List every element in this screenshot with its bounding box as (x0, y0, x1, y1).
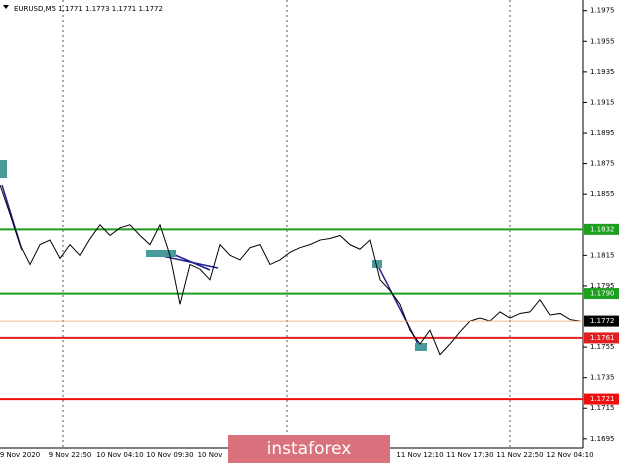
y-tick-label: 1.1895 (590, 129, 615, 137)
level-label-bg (584, 332, 619, 344)
title-icon (3, 5, 9, 9)
price-line (0, 184, 581, 356)
watermark-box (228, 435, 390, 463)
chart-title: EURUSD,M5 1.1771 1.1773 1.1771 1.1772 (14, 5, 163, 13)
y-tick-label: 1.1955 (590, 37, 615, 45)
signal-markers (0, 160, 427, 351)
x-tick-label: 10 Nov 04:10 (96, 451, 143, 459)
level-label-bg (584, 393, 619, 405)
y-tick-label: 1.1715 (590, 404, 615, 412)
x-tick-label: 11 Nov 17:30 (446, 451, 493, 459)
level-label-bg (584, 288, 619, 300)
y-tick-label: 1.1815 (590, 251, 615, 259)
y-tick-label: 1.1735 (590, 374, 615, 382)
x-tick-label: 9 Nov 2020 (0, 451, 40, 459)
y-tick-label: 1.1795 (590, 282, 615, 290)
y-tick-label: 1.1875 (590, 160, 615, 168)
level-label: 1.1832 (590, 225, 615, 233)
current-price-bg (584, 315, 619, 327)
y-tick-label: 1.1935 (590, 68, 615, 76)
y-tick-label: 1.1855 (590, 190, 615, 198)
y-tick-label: 1.1975 (590, 7, 615, 15)
current-price-label: 1.1772 (590, 317, 615, 325)
y-tick-label: 1.1915 (590, 98, 615, 106)
watermark: instaforex (267, 439, 352, 459)
level-label: 1.1721 (590, 395, 615, 403)
x-tick-label: 10 Nov (198, 451, 223, 459)
x-tick-label: 10 Nov 09:30 (146, 451, 193, 459)
x-tick-label: 12 Nov 04:10 (546, 451, 593, 459)
x-tick-label: 11 Nov 22:50 (496, 451, 543, 459)
x-tick-label: 9 Nov 22:50 (49, 451, 92, 459)
y-tick-label: 1.1695 (590, 435, 615, 443)
level-label-bg (584, 223, 619, 235)
y-tick-label: 1.1755 (590, 343, 615, 351)
level-label: 1.1790 (590, 290, 615, 298)
x-tick-label: 11 Nov 12:10 (396, 451, 443, 459)
level-label: 1.1761 (590, 334, 615, 342)
